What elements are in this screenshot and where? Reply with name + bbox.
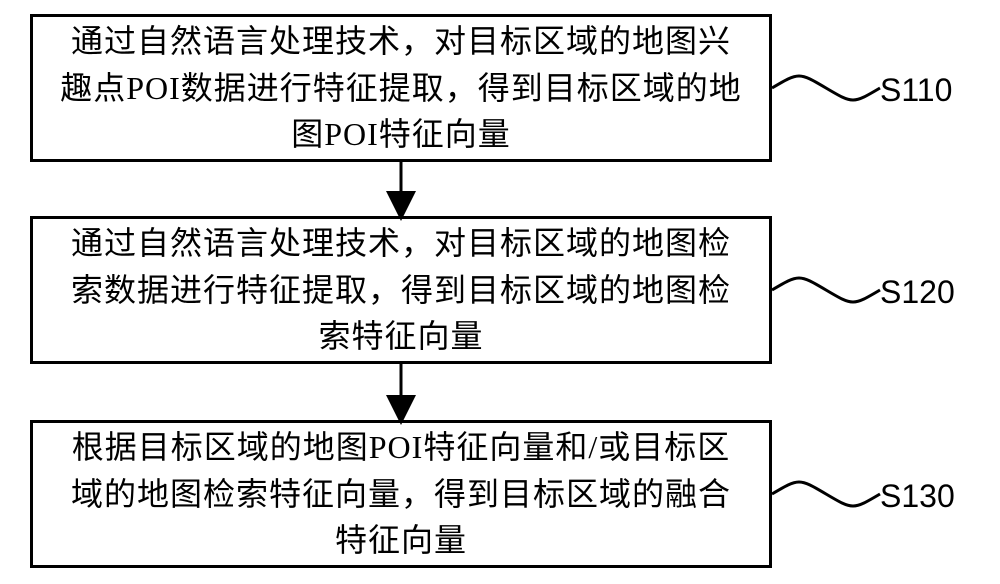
node-text: 通过自然语言处理技术，对目标区域的地图兴 趣点POI数据进行特征提取，得到目标区… [60,18,742,157]
node-text: 通过自然语言处理技术，对目标区域的地图检 索数据进行特征提取，得到目标区域的地图… [71,220,731,359]
flowchart-node-s120: 通过自然语言处理技术，对目标区域的地图检 索数据进行特征提取，得到目标区域的地图… [30,216,772,364]
flowchart-node-s110: 通过自然语言处理技术，对目标区域的地图兴 趣点POI数据进行特征提取，得到目标区… [30,14,772,162]
node-text: 根据目标区域的地图POI特征向量和/或目标区 域的地图检索特征向量，得到目标区域… [71,424,731,563]
step-label-s120: S120 [880,274,955,311]
tilde-connector-s130 [772,482,880,506]
tilde-connector-s110 [772,76,880,100]
step-label-s130: S130 [880,478,955,515]
step-label-s110: S110 [880,72,952,109]
flowchart-node-s130: 根据目标区域的地图POI特征向量和/或目标区 域的地图检索特征向量，得到目标区域… [30,420,772,568]
flowchart-canvas: 通过自然语言处理技术，对目标区域的地图兴 趣点POI数据进行特征提取，得到目标区… [0,0,1000,584]
tilde-connector-s120 [772,278,880,302]
